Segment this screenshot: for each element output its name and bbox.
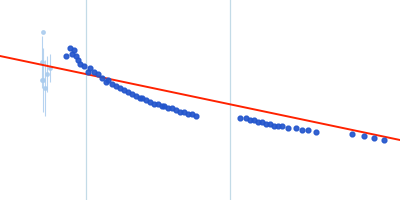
Point: [133, 94, 139, 98]
Point: [99, 76, 105, 80]
Point: [259, 120, 265, 124]
Point: [69, 52, 75, 56]
Point: [77, 62, 83, 66]
Point: [103, 80, 109, 84]
Point: [121, 88, 127, 92]
Point: [189, 112, 195, 116]
Point: [85, 70, 91, 74]
Point: [263, 122, 269, 126]
Point: [159, 104, 165, 108]
Point: [193, 114, 199, 118]
Point: [87, 66, 93, 70]
Point: [137, 96, 143, 100]
Point: [299, 128, 305, 132]
Point: [113, 84, 119, 88]
Point: [105, 78, 111, 82]
Point: [275, 124, 281, 128]
Point: [143, 98, 149, 102]
Point: [71, 48, 77, 52]
Point: [177, 110, 183, 114]
Point: [117, 86, 123, 90]
Point: [349, 132, 355, 136]
Point: [161, 104, 167, 108]
Point: [285, 126, 291, 130]
Point: [267, 122, 273, 126]
Point: [151, 102, 157, 106]
Point: [255, 120, 261, 124]
Point: [173, 108, 179, 112]
Point: [361, 134, 367, 138]
Point: [243, 116, 249, 120]
Point: [169, 106, 175, 110]
Point: [63, 54, 69, 58]
Point: [139, 96, 145, 100]
Point: [109, 82, 115, 86]
Point: [67, 46, 73, 50]
Point: [147, 100, 153, 104]
Point: [271, 124, 277, 128]
Point: [125, 90, 131, 94]
Point: [75, 58, 81, 62]
Point: [237, 116, 243, 120]
Point: [293, 126, 299, 130]
Point: [81, 64, 87, 68]
Point: [181, 110, 187, 114]
Point: [155, 102, 161, 106]
Point: [165, 106, 171, 110]
Point: [251, 118, 257, 122]
Point: [305, 128, 311, 132]
Point: [371, 136, 377, 140]
Point: [247, 118, 253, 122]
Point: [313, 130, 319, 134]
Point: [279, 124, 285, 128]
Point: [185, 112, 191, 116]
Point: [381, 138, 387, 142]
Point: [91, 70, 97, 74]
Point: [73, 54, 79, 58]
Point: [95, 72, 101, 76]
Point: [129, 92, 135, 96]
